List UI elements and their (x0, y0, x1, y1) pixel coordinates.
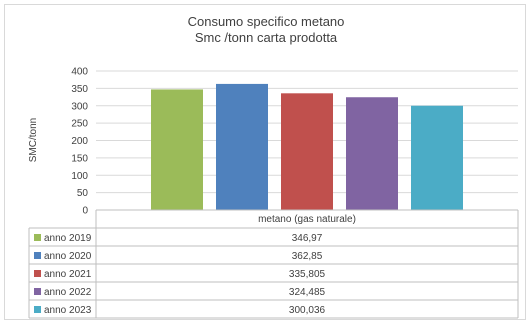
data-value-label: 335,805 (289, 269, 326, 280)
legend-swatch (34, 234, 41, 241)
y-tick-label: 100 (71, 171, 88, 182)
legend-label: anno 2023 (44, 305, 92, 316)
data-value-label: 324,485 (289, 287, 326, 298)
legend-swatch (34, 306, 41, 313)
bar-anno-2022 (346, 97, 398, 210)
legend-label: anno 2022 (44, 287, 92, 298)
y-tick-label: 400 (71, 67, 88, 78)
y-tick-label: 350 (71, 84, 88, 95)
chart-title-block: Consumo specifico metano Smc /tonn carta… (0, 14, 532, 46)
legend-label: anno 2019 (44, 233, 92, 244)
bar-anno-2023 (411, 105, 463, 210)
legend-swatch (34, 288, 41, 295)
legend-swatch (34, 252, 41, 259)
y-tick-label: 300 (71, 101, 88, 112)
y-tick-label: 250 (71, 119, 88, 130)
legend-label: anno 2021 (44, 269, 92, 280)
data-value-label: 300,036 (289, 305, 326, 316)
y-axis-label: SMC/tonn (28, 118, 39, 162)
data-value-label: 362,85 (292, 251, 323, 262)
y-axis-ticks: 0 50 100 150 200 250 300 350 400 (71, 67, 88, 217)
y-tick-label: 200 (71, 136, 88, 147)
legend-swatch (34, 270, 41, 277)
bars (151, 83, 463, 210)
bar-anno-2020 (216, 83, 268, 210)
legend-label: anno 2020 (44, 251, 92, 262)
data-value-label: 346,97 (292, 233, 323, 244)
bar-anno-2021 (281, 93, 333, 210)
bar-anno-2019 (151, 89, 203, 210)
y-tick-label: 0 (82, 206, 88, 217)
y-tick-label: 50 (77, 188, 89, 199)
data-table: metano (gas naturale) anno 2019 346,97 anno… (28, 209, 519, 319)
y-tick-label: 150 (71, 153, 88, 164)
category-label: metano (gas naturale) (258, 214, 356, 225)
chart-title: Consumo specifico metano (187, 14, 345, 29)
chart-subtitle: Smc /tonn carta prodotta (194, 30, 338, 45)
